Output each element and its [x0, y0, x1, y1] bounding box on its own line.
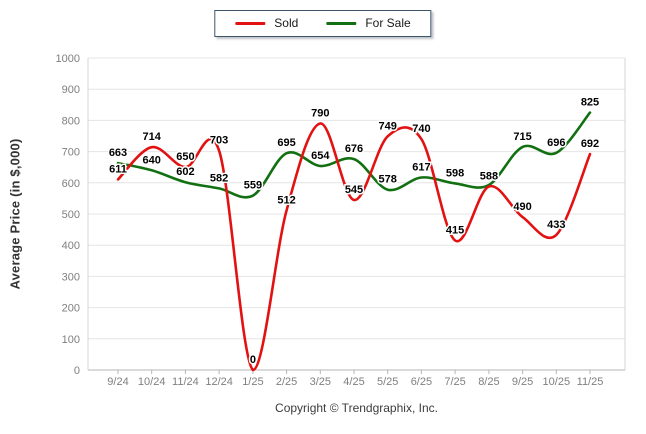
data-label-for-sale: 582 — [210, 172, 228, 184]
data-label-for-sale: 578 — [379, 174, 397, 186]
x-tick-label: 6/25 — [411, 376, 432, 388]
data-label-for-sale: 559 — [244, 180, 262, 192]
data-label-sold: 415 — [446, 225, 464, 237]
series-line-sold — [116, 122, 592, 372]
y-axis-title: Average Price (in $,000) — [7, 138, 23, 290]
data-label-sold: 714 — [143, 131, 162, 143]
legend-item-for-sale: For Sale — [326, 16, 411, 30]
data-label-sold: 611 — [109, 163, 127, 175]
legend-label-for-sale: For Sale — [365, 16, 411, 30]
y-tick-label: 800 — [62, 115, 80, 127]
x-tick-label: 3/25 — [310, 376, 331, 388]
data-label-sold: 749 — [379, 120, 397, 132]
x-tick-label: 12/24 — [205, 376, 233, 388]
data-label-for-sale: 598 — [446, 167, 464, 179]
data-label-for-sale: 695 — [277, 137, 295, 149]
x-tick-label: 7/25 — [444, 376, 465, 388]
for-sale-line-swatch — [326, 21, 357, 25]
data-label-sold: 545 — [345, 184, 363, 196]
x-tick-label: 1/25 — [242, 376, 263, 388]
data-label-for-sale: 640 — [143, 154, 161, 166]
data-label-for-sale: 676 — [345, 143, 363, 155]
x-tick-label: 10/25 — [543, 376, 571, 388]
y-tick-label: 900 — [62, 84, 80, 96]
series-line-for-sale — [116, 111, 592, 199]
data-label-sold: 433 — [547, 219, 565, 231]
sold-line-swatch — [235, 21, 266, 25]
data-label-for-sale: 654 — [311, 150, 330, 162]
x-tick-label: 4/25 — [343, 376, 364, 388]
copyright-text: Copyright © Trendgraphix, Inc. — [275, 401, 438, 415]
data-label-for-sale: 617 — [412, 162, 430, 174]
data-label-for-sale: 696 — [547, 137, 565, 149]
y-tick-label: 100 — [62, 334, 80, 346]
data-label-sold: 650 — [176, 151, 194, 163]
y-tick-label: 600 — [62, 178, 80, 190]
data-label-sold: 0 — [250, 354, 256, 366]
x-tick-label: 10/24 — [138, 376, 166, 388]
y-tick-label: 300 — [62, 271, 80, 283]
x-tick-label: 2/25 — [276, 376, 297, 388]
data-label-sold: 588 — [480, 171, 498, 183]
data-label-for-sale: 593 — [480, 169, 498, 181]
chart-legend: Sold For Sale — [214, 10, 432, 37]
data-label-sold: 740 — [412, 123, 430, 135]
data-label-for-sale: 602 — [176, 166, 194, 178]
x-tick-label: 9/25 — [512, 376, 533, 388]
y-tick-label: 0 — [74, 365, 80, 377]
x-tick-label: 9/24 — [107, 376, 128, 388]
x-tick-label: 5/25 — [377, 376, 398, 388]
data-label-for-sale: 715 — [513, 131, 531, 143]
data-label-sold: 490 — [513, 201, 531, 213]
data-label-sold: 692 — [581, 138, 599, 150]
x-tick-label: 11/24 — [172, 376, 199, 388]
y-tick-label: 500 — [62, 209, 80, 221]
y-tick-label: 400 — [62, 240, 80, 252]
y-tick-label: 700 — [62, 147, 80, 159]
data-label-for-sale: 663 — [109, 147, 127, 159]
data-label-sold: 512 — [277, 194, 295, 206]
legend-label-sold: Sold — [274, 16, 299, 30]
data-label-for-sale: 825 — [581, 97, 599, 109]
data-label-sold: 790 — [311, 108, 329, 120]
x-tick-label: 8/25 — [478, 376, 499, 388]
y-tick-label: 1000 — [56, 53, 80, 65]
x-tick-label: 11/25 — [577, 376, 604, 388]
y-tick-label: 200 — [62, 303, 80, 315]
data-label-sold: 703 — [210, 135, 228, 147]
legend-item-sold: Sold — [235, 16, 298, 30]
